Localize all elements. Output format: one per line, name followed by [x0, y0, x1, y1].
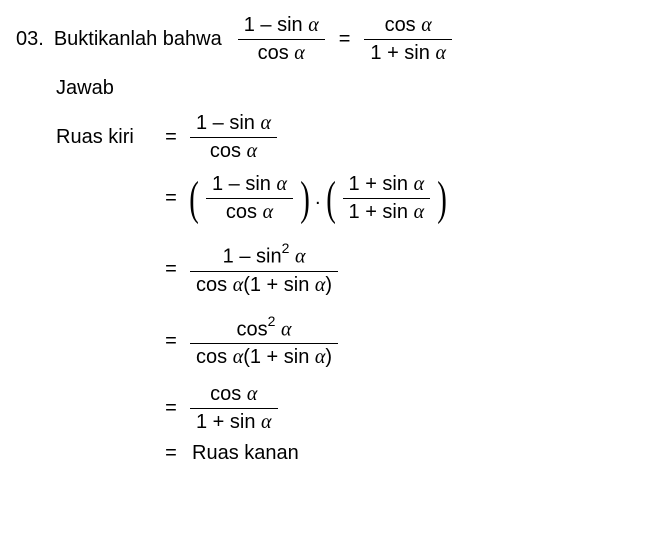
- equals-sign: =: [156, 187, 186, 210]
- rhs-den-text: 1 + sin: [370, 42, 429, 64]
- alpha: α: [295, 246, 306, 268]
- alpha: α: [315, 346, 326, 368]
- right-side-label: Ruas kanan: [192, 442, 299, 465]
- step4-fraction: cos2 α cos α(1 + sin α): [190, 313, 338, 372]
- problem-line: 03. Buktikanlah bahwa 1 – sin α cos α = …: [16, 12, 630, 67]
- step-5: = cos α 1 + sin α: [56, 381, 630, 436]
- step-4: = cos2 α cos α(1 + sin α): [56, 313, 630, 372]
- problem-number: 03.: [16, 28, 44, 51]
- text: 1 + sin: [349, 173, 408, 195]
- text: cos: [237, 318, 268, 340]
- step-3: = 1 – sin2 α cos α(1 + sin α): [56, 240, 630, 299]
- right-paren: ): [437, 175, 447, 223]
- text: cos: [210, 383, 241, 405]
- step2-fraction-1: 1 – sin α cos α: [206, 171, 293, 226]
- alpha: α: [233, 346, 244, 368]
- alpha: α: [435, 42, 446, 64]
- alpha: α: [261, 411, 272, 433]
- text: 1 – sin: [212, 173, 271, 195]
- text: cos: [196, 346, 227, 368]
- alpha: α: [276, 173, 287, 195]
- rhs-fraction: cos α 1 + sin α: [364, 12, 452, 67]
- lhs-den-text: cos: [258, 42, 289, 64]
- dot-operator: .: [315, 187, 321, 210]
- alpha: α: [421, 14, 432, 36]
- alpha: α: [261, 112, 272, 134]
- squared: 2: [268, 313, 276, 329]
- step-1: Ruas kiri = 1 – sin α cos α: [56, 110, 630, 165]
- equals-sign: =: [156, 442, 186, 465]
- squared: 2: [282, 240, 290, 256]
- equals-sign: =: [156, 258, 186, 281]
- step1-fraction: 1 – sin α cos α: [190, 110, 277, 165]
- alpha: α: [315, 274, 326, 296]
- lhs-fraction: 1 – sin α cos α: [238, 12, 325, 67]
- alpha: α: [247, 140, 258, 162]
- text: 1 – sin: [223, 246, 282, 268]
- text: (1 + sin: [243, 274, 309, 296]
- text: 1 – sin: [196, 112, 255, 134]
- step2-fraction-2: 1 + sin α 1 + sin α: [343, 171, 431, 226]
- alpha: α: [414, 201, 425, 223]
- left-paren: (: [189, 175, 199, 223]
- left-side-label: Ruas kiri: [56, 126, 156, 149]
- text: cos: [226, 201, 257, 223]
- alpha: α: [233, 274, 244, 296]
- text: 1 + sin: [349, 201, 408, 223]
- alpha: α: [294, 42, 305, 64]
- equals-sign: =: [156, 330, 186, 353]
- alpha: α: [247, 383, 258, 405]
- lhs-num-text: 1 – sin: [244, 14, 303, 36]
- left-paren: (: [326, 175, 336, 223]
- text: cos: [210, 140, 241, 162]
- text: cos: [196, 274, 227, 296]
- problem-prompt: Buktikanlah bahwa: [54, 28, 222, 51]
- alpha: α: [263, 201, 274, 223]
- text: (1 + sin: [243, 346, 309, 368]
- equals-sign: =: [156, 397, 186, 420]
- text: ): [325, 274, 332, 296]
- equals-sign: =: [339, 28, 351, 51]
- alpha: α: [414, 173, 425, 195]
- right-paren: ): [300, 175, 310, 223]
- step-6: = Ruas kanan: [56, 442, 630, 465]
- equals-sign: =: [156, 126, 186, 149]
- step-2: = ( 1 – sin α cos α ) . ( 1 + sin α 1 + …: [56, 171, 630, 226]
- alpha: α: [281, 318, 292, 340]
- alpha: α: [308, 14, 319, 36]
- answer-label: Jawab: [56, 77, 630, 100]
- text: 1 + sin: [196, 411, 255, 433]
- step5-fraction: cos α 1 + sin α: [190, 381, 278, 436]
- step3-fraction: 1 – sin2 α cos α(1 + sin α): [190, 240, 338, 299]
- rhs-num-text: cos: [385, 14, 416, 36]
- text: ): [325, 346, 332, 368]
